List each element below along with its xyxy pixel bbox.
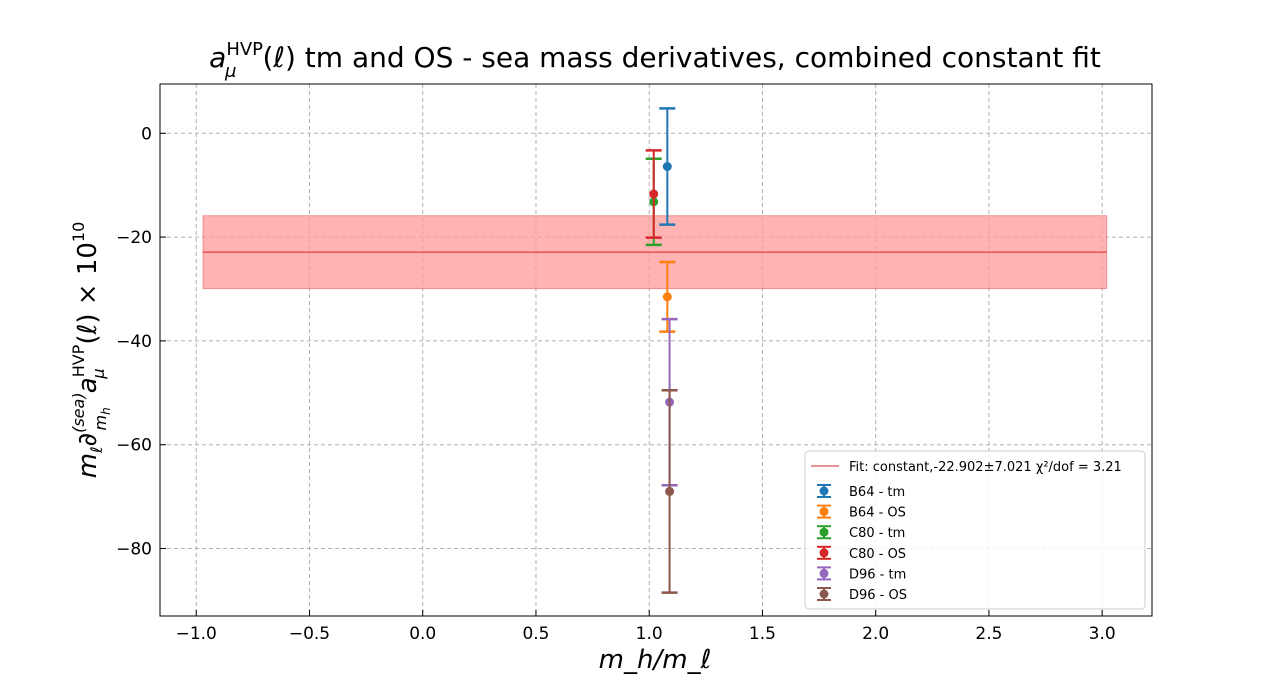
legend-label: D96 - OS	[849, 588, 907, 603]
y-tick-label: −20	[116, 228, 152, 248]
y-tick-label: −80	[116, 540, 152, 560]
legend-marker	[819, 527, 829, 537]
y-tick-label: −60	[116, 436, 152, 456]
legend-label: C80 - OS	[849, 547, 906, 562]
legend-label: C80 - tm	[849, 526, 905, 541]
plot-area-frame	[159, 83, 1153, 617]
data-point-b64-tm	[659, 107, 676, 226]
x-tick-label: 2.5	[975, 624, 1002, 644]
x-tick-label: 2.0	[862, 624, 889, 644]
fit-band-group	[202, 215, 1108, 290]
legend-label: B64 - OS	[849, 506, 906, 521]
x-axis-label: m_h/m_ℓ	[599, 645, 712, 675]
data-marker	[662, 162, 672, 172]
y-tick-label: 0	[141, 124, 152, 144]
x-tick-label: 3.0	[1089, 624, 1116, 644]
legend-marker	[819, 548, 829, 558]
legend: Fit: constant,-22.902±7.021 χ²/dof = 3.2…	[804, 450, 1146, 610]
axis-ticks: −1.0 −0.5 0.0 0.5 1.0 1.5 2.0 2.5 3.0 0 −20 −40 −60 −…	[116, 124, 1116, 644]
y-tick-label: −40	[116, 332, 152, 352]
data-series-group	[645, 107, 678, 594]
data-point-c80-os	[645, 149, 662, 239]
legend-marker	[819, 486, 829, 496]
legend-fit-label: Fit: constant,-22.902±7.021 χ²/dof = 3.2…	[849, 460, 1122, 475]
legend-marker	[819, 589, 829, 599]
data-marker	[649, 189, 659, 199]
data-marker	[665, 486, 675, 496]
chart-title: aHVP μ (ℓ) tm and OS - sea mass derivative…	[209, 39, 1101, 82]
x-tick-label: −0.5	[289, 624, 330, 644]
y-axis-label: mℓ∂(sea) mhaHVPμ(ℓ) × 1010	[69, 222, 113, 479]
x-tick-label: 0.5	[522, 624, 549, 644]
data-point-d96-os	[661, 388, 678, 594]
legend-box	[804, 450, 1146, 610]
legend-label: B64 - tm	[849, 485, 905, 500]
data-marker	[662, 292, 672, 302]
x-tick-label: 1.5	[749, 624, 776, 644]
x-tick-label: −1.0	[176, 624, 217, 644]
legend-marker	[819, 568, 829, 578]
legend-marker	[819, 507, 829, 517]
legend-label: D96 - tm	[849, 567, 906, 582]
x-tick-label: 1.0	[636, 624, 663, 644]
x-tick-label: 0.0	[409, 624, 436, 644]
